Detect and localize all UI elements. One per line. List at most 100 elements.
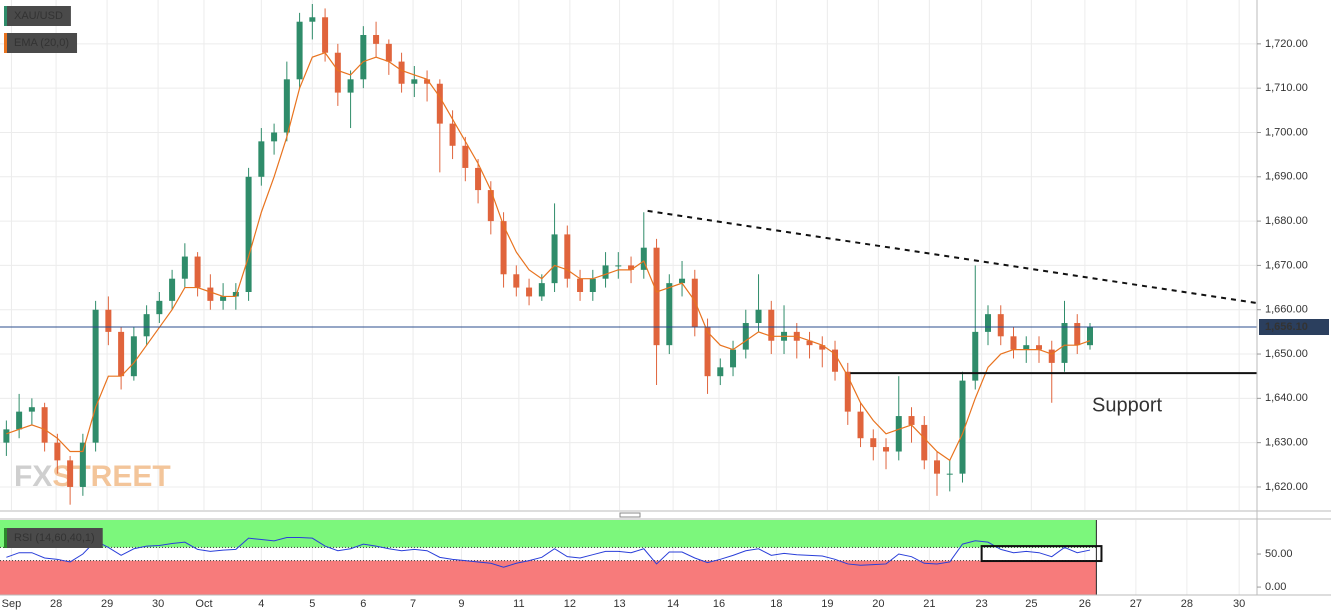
x-tick-label: 16 xyxy=(713,598,725,610)
candle-body xyxy=(322,17,329,53)
support-label: Support xyxy=(1092,394,1162,416)
y-tick-label: 1,640.00 xyxy=(1265,392,1308,404)
rsi-box xyxy=(980,545,1103,563)
candle-body xyxy=(1048,349,1055,363)
y-tick-label: 1,660.00 xyxy=(1265,304,1308,316)
candle-body xyxy=(959,380,966,474)
x-tick-label: 23 xyxy=(976,598,988,610)
candle-body xyxy=(844,371,851,412)
candle-body xyxy=(398,61,405,84)
candle-body xyxy=(143,314,150,337)
x-tick-label: 26 xyxy=(1079,598,1091,610)
candle-body xyxy=(1086,327,1093,346)
candle-body xyxy=(1036,345,1043,350)
candle-body xyxy=(3,429,10,443)
candle-body xyxy=(538,283,545,297)
candle-body xyxy=(653,247,660,346)
candle-body xyxy=(92,309,99,443)
candle-body xyxy=(283,79,290,133)
candle-body xyxy=(245,176,252,292)
candle-body xyxy=(373,35,380,44)
candle-body xyxy=(1061,323,1068,363)
candle-body xyxy=(41,407,48,443)
legend-label: XAU/USD xyxy=(14,10,63,22)
x-tick-label: 25 xyxy=(1025,598,1037,610)
candle-body xyxy=(347,79,354,93)
candle-body xyxy=(500,221,507,275)
candle-body xyxy=(997,314,1004,337)
candle-body xyxy=(934,460,941,474)
legend-swatch xyxy=(4,528,7,548)
candle-body xyxy=(704,327,711,377)
candle-body xyxy=(908,416,915,425)
rsi-zones xyxy=(0,520,1097,595)
candle-body xyxy=(436,83,443,124)
y-tick-label: 1,690.00 xyxy=(1265,171,1308,183)
y-tick-label: 50.00 xyxy=(1265,548,1293,560)
candle-body xyxy=(589,278,596,292)
candle-body xyxy=(411,79,418,84)
candle-body xyxy=(67,460,74,487)
candle-body xyxy=(462,145,469,168)
legend-label: EMA (20,0) xyxy=(14,37,69,49)
candle-body xyxy=(946,473,953,475)
candle-body xyxy=(169,278,176,301)
candle-body xyxy=(602,265,609,279)
ema-line xyxy=(6,52,1091,462)
candle-body xyxy=(220,296,227,301)
x-tick-label: 9 xyxy=(458,598,464,610)
last-price-label: 1,656.10 xyxy=(1265,321,1308,333)
y-tick-label: 1,650.00 xyxy=(1265,348,1308,360)
candle-body xyxy=(118,331,125,377)
candle-body xyxy=(1010,336,1017,350)
oversold-zone xyxy=(0,560,1097,595)
legend-swatch xyxy=(4,33,7,53)
rsi-line xyxy=(6,537,1091,568)
candle-body xyxy=(832,349,839,372)
candle-body xyxy=(895,416,902,452)
candle-body xyxy=(16,411,23,430)
candle-body xyxy=(806,340,813,346)
candle-body xyxy=(857,411,864,439)
candle-body xyxy=(1074,323,1081,346)
candle-body xyxy=(526,287,533,297)
candle-body xyxy=(742,323,749,350)
candle-body xyxy=(207,287,214,301)
candle-body xyxy=(666,283,673,346)
x-tick-label: 7 xyxy=(410,598,416,610)
legend-label: RSI (14,60,40,1) xyxy=(14,532,95,544)
candle-body xyxy=(883,447,890,452)
candle-body xyxy=(309,17,316,22)
candle-body xyxy=(271,132,278,142)
x-tick-label: 4 xyxy=(258,598,264,610)
pane-divider-handle[interactable] xyxy=(619,512,641,518)
candle-body xyxy=(232,291,239,297)
candle-body xyxy=(360,35,367,80)
candle-body xyxy=(181,256,188,279)
x-tick-label: 20 xyxy=(872,598,884,610)
candle-body xyxy=(79,442,86,487)
y-tick-label: 1,710.00 xyxy=(1265,82,1308,94)
candle-body xyxy=(449,123,456,146)
x-tick-label: 18 xyxy=(770,598,782,610)
x-tick-label: 30 xyxy=(1233,598,1245,610)
candle-body xyxy=(577,278,584,292)
candle-body xyxy=(551,234,558,284)
legend-box xyxy=(4,6,71,26)
x-tick-label: 11 xyxy=(513,598,524,610)
watermark: FXSTREET xyxy=(14,460,171,493)
candle-body xyxy=(819,345,826,350)
candle-body xyxy=(730,349,737,368)
overlays: Support xyxy=(0,209,1258,563)
candle-body xyxy=(870,438,877,448)
candle-body xyxy=(54,442,61,461)
candle-body xyxy=(679,278,686,284)
x-tick-label: 29 xyxy=(101,598,113,610)
candle-body xyxy=(475,167,482,191)
candle-body xyxy=(424,79,431,84)
candle-body xyxy=(768,309,775,341)
x-tick-label: 5 xyxy=(309,598,315,610)
x-tick-label: 12 xyxy=(564,598,576,610)
y-tick-label: 0.00 xyxy=(1265,581,1286,593)
candle-body xyxy=(194,256,201,288)
